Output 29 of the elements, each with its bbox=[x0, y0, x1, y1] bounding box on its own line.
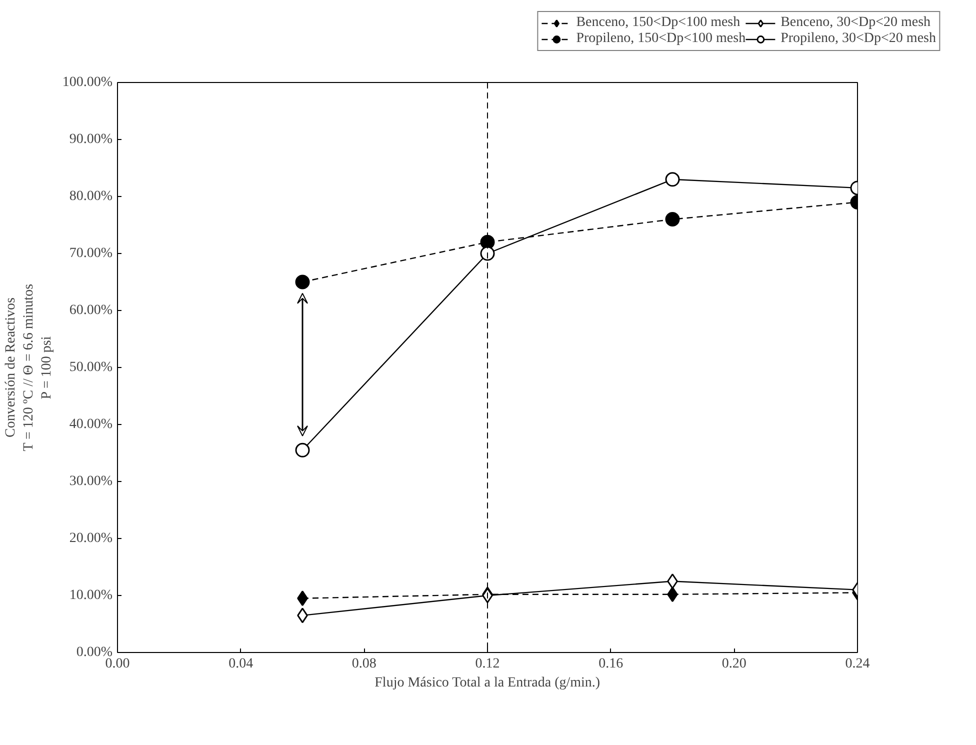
y-tick-label: 30.00% bbox=[69, 474, 113, 489]
legend-label: Propileno, 150<Dp<100 mesh bbox=[576, 31, 746, 47]
y-axis-title: Conversión de Reactivos T = 120 ºC // Θ = 6.6 minutos P = 100 psi bbox=[3, 284, 54, 452]
point bbox=[665, 172, 680, 187]
y-tick-label: 40.00% bbox=[69, 417, 113, 432]
legend-label: Benceno, 150<Dp<100 mesh bbox=[576, 15, 740, 31]
y-tick-label: 20.00% bbox=[69, 531, 113, 546]
x-tick-label: 0.08 bbox=[352, 656, 376, 672]
x-axis-title: Flujo Másico Total a la Entrada (g/min.) bbox=[374, 676, 600, 690]
y-tick-label: 60.00% bbox=[69, 303, 113, 318]
y-tick-label: 10.00% bbox=[69, 588, 113, 603]
x-tick-label: 0.20 bbox=[722, 656, 746, 672]
point bbox=[667, 574, 678, 589]
legend-label: Propileno, 30<Dp<20 mesh bbox=[780, 31, 936, 47]
point bbox=[480, 246, 495, 261]
x-tick-label: 0.04 bbox=[228, 656, 254, 672]
y-tick-label: 70.00% bbox=[69, 246, 113, 261]
point bbox=[295, 274, 310, 290]
legend-label: Benceno, 30<Dp<20 mesh bbox=[780, 15, 931, 31]
y-tick-label: 50.00% bbox=[69, 360, 113, 375]
y-tick-label: 80.00% bbox=[69, 189, 113, 204]
y-tick-label: 100.00% bbox=[62, 75, 113, 90]
x-tick-label: 0.12 bbox=[475, 656, 500, 672]
x-tick-label: 0.16 bbox=[598, 656, 624, 672]
x-tick-label: 0.00 bbox=[105, 656, 130, 672]
point bbox=[665, 212, 680, 227]
y-tick-label: 90.00% bbox=[69, 132, 113, 147]
point bbox=[295, 442, 310, 458]
x-tick-label: 0.24 bbox=[845, 656, 870, 672]
